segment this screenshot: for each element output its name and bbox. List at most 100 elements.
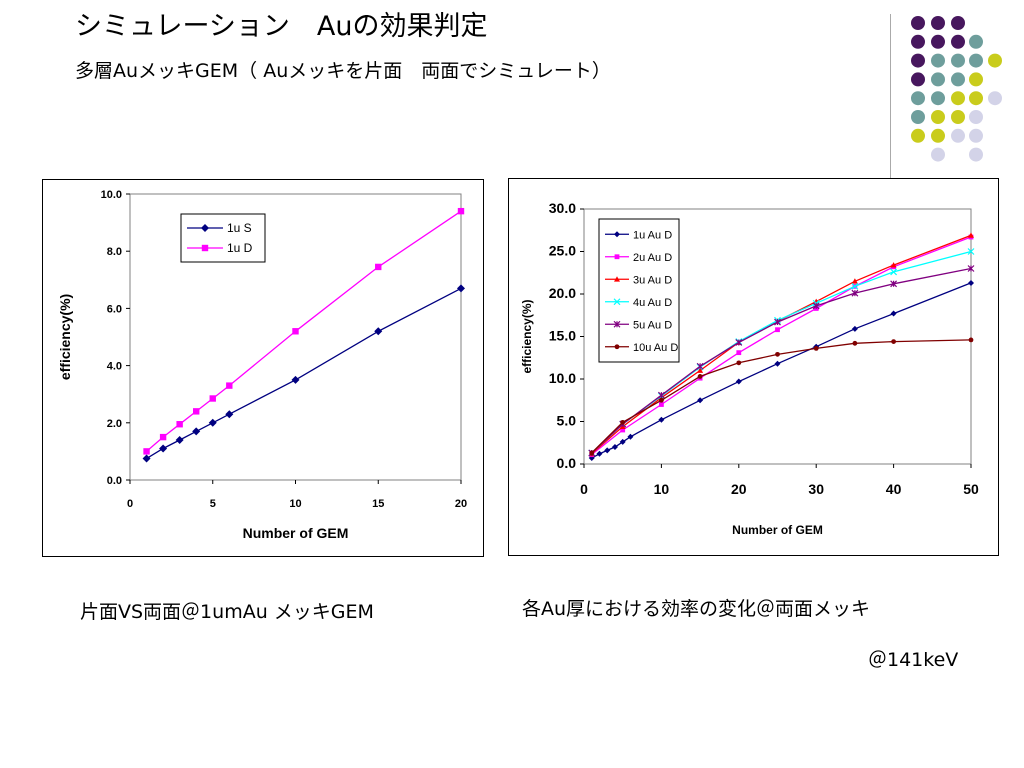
marker-triangle xyxy=(614,276,620,282)
y-tick-label: 20.0 xyxy=(549,285,576,301)
series-line xyxy=(591,267,972,454)
x-tick-label: 10 xyxy=(289,498,301,510)
x-tick-label: 50 xyxy=(963,481,979,497)
marker-diamond xyxy=(968,279,974,286)
marker-diamond xyxy=(774,360,781,367)
marker-circle xyxy=(813,346,819,351)
y-tick-label: 25.0 xyxy=(549,243,576,259)
decor-dot xyxy=(931,72,945,87)
marker-square xyxy=(292,328,299,335)
decor-dot xyxy=(969,72,983,87)
marker-star xyxy=(774,318,781,326)
decor-divider-line xyxy=(890,14,891,184)
decor-dot xyxy=(911,110,925,124)
series-line xyxy=(146,287,462,460)
marker-star xyxy=(735,339,743,346)
decor-dot xyxy=(969,128,983,143)
decor-dot xyxy=(911,16,925,30)
marker-star xyxy=(851,289,859,297)
marker-diamond xyxy=(611,444,618,450)
y-axis-label: efficiency(%) xyxy=(520,299,534,373)
decor-dot xyxy=(911,72,925,87)
decor-dot xyxy=(969,147,983,162)
marker-circle xyxy=(775,351,780,357)
decor-dot xyxy=(911,53,925,68)
marker-star xyxy=(613,320,621,328)
marker-diamond xyxy=(627,433,634,440)
marker-star xyxy=(696,362,704,370)
chart-panel-au-thickness: 0.0 5.0 10.0 15.0 20.0 25.0 30.0 0 10 20 30 40 50 Num… xyxy=(508,178,999,556)
chart-single-vs-double: 0.0 2.0 4.0 6.0 8.0 10.0 0 5 10 15 20 Number of GEM… xyxy=(57,189,467,541)
decor-dot xyxy=(969,34,983,49)
x-tick-label: 10 xyxy=(654,481,670,497)
x-axis-label: Number of GEM xyxy=(243,525,349,541)
marker-diamond xyxy=(192,427,201,436)
chart-panel-single-vs-double: 0.0 2.0 4.0 6.0 8.0 10.0 0 5 10 15 20 Number of GEM… xyxy=(42,179,484,557)
marker-diamond xyxy=(596,450,603,457)
series-line xyxy=(591,236,972,456)
x-tick-label: 5 xyxy=(210,498,216,510)
decor-dot xyxy=(951,34,965,49)
marker-square xyxy=(176,421,183,428)
legend-box xyxy=(598,218,680,363)
marker-diamond xyxy=(619,438,626,445)
marker-diamond xyxy=(142,454,151,463)
marker-square xyxy=(201,244,209,252)
caption-au-thickness: 各Au厚における効率の変化＠両面メッキ xyxy=(522,598,871,620)
decor-dot xyxy=(931,16,945,30)
y-tick-label: 10.0 xyxy=(101,189,122,201)
legend-label: 1u S xyxy=(227,221,252,235)
marker-circle xyxy=(852,340,858,346)
marker-square xyxy=(375,263,382,271)
chart-au-thickness: 0.0 5.0 10.0 15.0 20.0 25.0 30.0 0 10 20 30 40 50 Num… xyxy=(520,200,979,537)
y-tick-label: 2.0 xyxy=(107,418,122,430)
slide-subtitle: 多層AuメッキGEM（ Auメッキを片面 両面でシミュレート） xyxy=(75,60,611,82)
marker-diamond xyxy=(374,327,383,336)
marker-square xyxy=(143,448,150,455)
marker-diamond xyxy=(159,444,168,453)
decor-dot xyxy=(931,147,945,162)
caption-single-vs-double: 片面VS両面＠1umAu メッキGEM xyxy=(80,601,374,623)
y-tick-label: 0.0 xyxy=(107,475,122,487)
x-tick-label: 0 xyxy=(127,498,133,510)
marker-triangle xyxy=(697,367,704,373)
marker-diamond xyxy=(658,416,665,423)
marker-circle xyxy=(620,419,626,425)
decor-dot xyxy=(969,53,983,68)
legend-label: 1u Au D xyxy=(633,229,672,241)
marker-square xyxy=(614,254,620,260)
marker-circle xyxy=(736,360,742,366)
x-tick-label: 0 xyxy=(580,481,588,497)
legend-label: 5u Au D xyxy=(633,319,672,331)
marker-x xyxy=(967,248,975,255)
marker-star xyxy=(890,280,898,288)
marker-x xyxy=(890,268,898,276)
y-tick-label: 10.0 xyxy=(549,370,576,386)
series-line xyxy=(591,339,972,454)
marker-circle xyxy=(589,450,595,456)
marker-square xyxy=(159,433,167,441)
marker-star xyxy=(967,265,975,272)
marker-square xyxy=(226,382,233,389)
marker-diamond xyxy=(890,310,897,317)
marker-triangle xyxy=(851,278,858,284)
marker-square xyxy=(620,427,626,433)
x-tick-label: 30 xyxy=(808,481,824,497)
marker-diamond xyxy=(851,325,858,332)
legend-label: 4u Au D xyxy=(633,297,672,309)
decor-dot xyxy=(911,91,925,106)
x-tick-label: 15 xyxy=(372,498,384,510)
x-axis-label: Number of GEM xyxy=(732,523,823,537)
y-tick-label: 30.0 xyxy=(549,200,576,216)
decor-dot xyxy=(951,128,965,143)
slide-title: シミュレーション Auの効果判定 xyxy=(75,11,488,42)
marker-diamond xyxy=(604,447,611,454)
marker-square xyxy=(457,207,465,215)
marker-square xyxy=(193,408,200,415)
y-tick-label: 5.0 xyxy=(557,413,577,429)
decor-dot xyxy=(911,128,925,143)
legend-label: 10u Au D xyxy=(633,342,678,354)
marker-diamond xyxy=(291,375,300,384)
legend-label: 2u Au D xyxy=(633,252,672,264)
decor-dot xyxy=(988,91,1002,106)
